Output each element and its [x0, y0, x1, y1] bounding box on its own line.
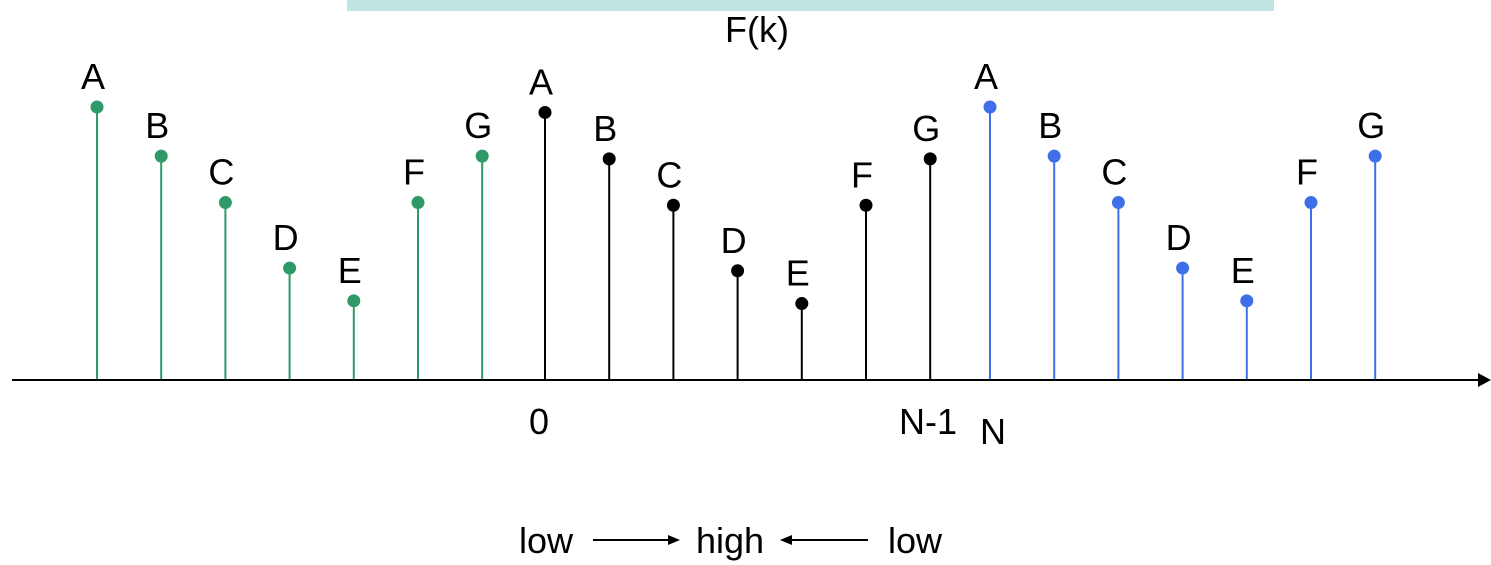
main-period-label-f: F [851, 154, 873, 195]
main-period-label-g: G [912, 108, 940, 149]
left-period-point-e [347, 294, 361, 308]
left-period-label-b: B [145, 105, 169, 146]
axis-label-n-minus-1: N-1 [899, 401, 957, 442]
right-period-label-b: B [1038, 105, 1062, 146]
right-period-point-c [1111, 196, 1125, 210]
main-period-label-e: E [786, 253, 810, 294]
right-period-label-a: A [974, 56, 998, 97]
right-period-point-d [1176, 261, 1190, 275]
diagram-title: F(k) [725, 9, 789, 50]
right-period-label-f: F [1296, 152, 1318, 193]
left-period-point-c [218, 196, 232, 210]
left-period-label-f: F [403, 152, 425, 193]
left-period-point-f [411, 196, 425, 210]
right-period-point-f [1304, 196, 1318, 210]
main-period-point-a [538, 105, 552, 119]
left-period-label-e: E [338, 250, 362, 291]
axis-label-n: N [980, 411, 1006, 452]
main-period-label-b: B [593, 108, 617, 149]
caption-high: high [696, 520, 764, 561]
left-period-point-b [154, 149, 168, 163]
caption-arrowhead-right [668, 535, 680, 545]
axis-label-zero: 0 [529, 401, 549, 442]
left-period-label-a: A [81, 56, 105, 97]
main-period-point-e [795, 297, 809, 311]
main-period-point-g [923, 152, 937, 166]
left-period-point-d [283, 261, 297, 275]
left-period-point-a [90, 100, 104, 114]
main-period-point-c [666, 198, 680, 212]
caption-low-left: low [519, 520, 574, 561]
left-period-label-g: G [464, 105, 492, 146]
right-period-point-a [983, 100, 997, 114]
left-period-label-c: C [208, 152, 234, 193]
right-period-label-d: D [1166, 217, 1192, 258]
main-period-point-f [859, 198, 873, 212]
top-band [347, 0, 1274, 11]
right-period-point-e [1240, 294, 1254, 308]
caption-low-right: low [888, 520, 943, 561]
main-period-point-d [731, 264, 745, 278]
right-period-label-c: C [1101, 152, 1127, 193]
right-period-point-b [1047, 149, 1061, 163]
right-period-point-g [1368, 149, 1382, 163]
right-period-label-e: E [1231, 250, 1255, 291]
left-period-point-g [475, 149, 489, 163]
main-period-label-d: D [721, 220, 747, 261]
main-period-label-a: A [529, 61, 553, 102]
right-period-label-g: G [1357, 105, 1385, 146]
x-axis-arrowhead [1478, 373, 1491, 387]
left-period-label-d: D [273, 217, 299, 258]
main-period-point-b [602, 152, 616, 166]
main-period-label-c: C [656, 154, 682, 195]
caption-arrowhead-left [780, 535, 792, 545]
